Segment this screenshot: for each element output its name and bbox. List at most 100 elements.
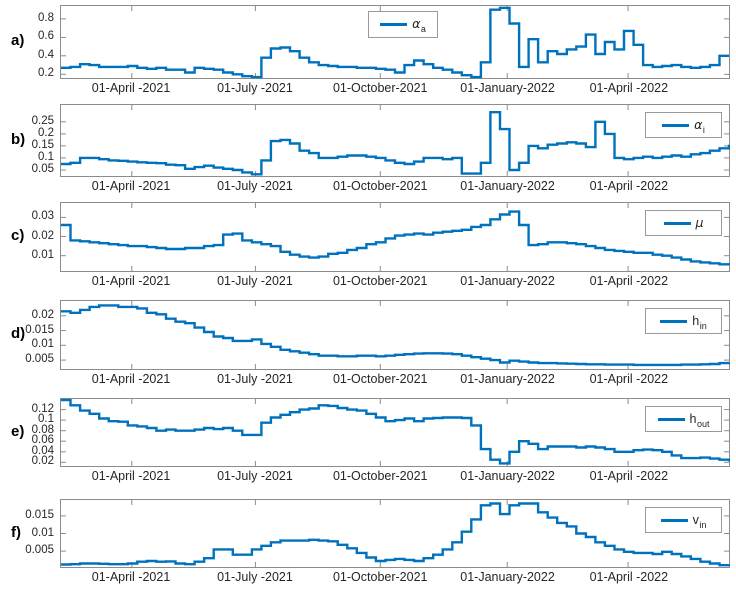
legend-label-main: α	[412, 16, 421, 31]
y-tick-label: 0.06	[31, 434, 54, 447]
legend-alpha_a: αa	[368, 11, 438, 38]
legend-label-main: α	[694, 116, 703, 132]
x-tick-label: 01-April -2021	[91, 81, 171, 95]
x-tick-label: 01-July -2021	[217, 469, 293, 483]
legend-label-subscript: in	[699, 320, 707, 331]
legend-label-main: h	[692, 313, 700, 328]
x-tick-label: 01-July -2021	[217, 81, 293, 95]
x-tick-label: 01-January-2022	[460, 469, 555, 483]
y-tick-label: 0.015	[25, 323, 54, 336]
x-tick-label: 01-April -2022	[589, 274, 669, 288]
x-tick-label: 01-April -2021	[91, 372, 171, 386]
legend-h_in: hin	[645, 308, 722, 334]
y-tick-label: 0.04	[31, 444, 54, 457]
x-tick-label: 01-January-2022	[460, 570, 555, 584]
x-tick-label: 01-April -2022	[589, 469, 669, 483]
legend-label-main: μ	[695, 215, 704, 230]
legend-line-sample	[660, 319, 688, 323]
x-tick-label: 01-April -2021	[91, 469, 171, 483]
y-tick-label: 0.1	[38, 413, 54, 426]
legend-label-subscript: out	[696, 418, 710, 429]
y-tick-label: 0.4	[38, 48, 54, 61]
series-line-h_out	[61, 398, 730, 465]
x-tick-label: 01-April -2021	[91, 274, 171, 288]
legend-line-sample	[657, 417, 685, 421]
legend-line-sample	[662, 123, 690, 127]
x-tick-label: 01-January-2022	[460, 81, 555, 95]
x-tick-label: 01-July -2021	[217, 372, 293, 386]
legend-label-subscript: in	[699, 519, 707, 530]
series-line-v_in	[61, 502, 730, 567]
y-tick-label: 0.005	[25, 353, 54, 366]
y-tick-label: 0.08	[31, 423, 54, 436]
y-tick-label: 0.01	[31, 248, 54, 261]
y-tick-label: 0.15	[31, 138, 54, 151]
y-tick-label: 0.2	[38, 67, 54, 80]
legend-label-main: h	[689, 411, 697, 426]
x-tick-label: 01-April -2022	[589, 570, 669, 584]
x-tick-label: 01-July -2021	[217, 570, 293, 584]
panel-letter: e)	[11, 422, 25, 440]
x-tick-label: 01-January-2022	[460, 274, 555, 288]
plot-area-h_out	[60, 398, 730, 467]
y-tick-label: 0.01	[31, 338, 54, 351]
x-tick-label: 01-October-2021	[332, 81, 428, 95]
legend-label: hout	[689, 411, 710, 429]
legend-label: μ	[695, 215, 704, 230]
legend-label-main: v	[692, 512, 699, 527]
plot-area-alpha_i	[60, 104, 730, 177]
x-tick-label: 01-April -2022	[589, 179, 669, 193]
y-tick-label: 0.12	[31, 402, 54, 415]
x-tick-label: 01-October-2021	[332, 179, 428, 193]
legend-label-subscript: i	[702, 124, 705, 135]
y-tick-label: 0.015	[25, 508, 54, 521]
legend-label: vin	[692, 512, 707, 530]
series-line-alpha_a	[61, 6, 729, 79]
legend-v_in: vin	[645, 507, 722, 533]
legend-h_out: hout	[645, 406, 722, 432]
legend-alpha_i: αi	[645, 112, 722, 138]
panel-letter: a)	[11, 32, 25, 49]
panel-letter: f)	[11, 523, 21, 541]
panel-letter: d)	[11, 325, 26, 342]
legend-label-subscript: a	[420, 24, 426, 34]
legend-line-sample	[663, 221, 691, 225]
x-tick-label: 01-July -2021	[217, 274, 293, 288]
y-tick-label: 0.05	[31, 162, 54, 175]
y-tick-label: 0.02	[31, 308, 54, 321]
plot-area-h_in	[60, 300, 730, 370]
y-tick-label: 0.25	[31, 114, 54, 127]
x-tick-label: 01-October-2021	[332, 372, 428, 386]
x-tick-label: 01-October-2021	[332, 274, 428, 288]
y-tick-label: 0.03	[31, 210, 54, 223]
y-tick-label: 0.1	[38, 150, 54, 163]
plot-area-alpha_a	[60, 5, 730, 79]
plot-area-mu	[60, 202, 730, 272]
series-line-alpha_i	[61, 111, 730, 176]
legend-mu: μ	[645, 210, 722, 236]
legend-label: hin	[692, 313, 707, 331]
x-tick-label: 01-January-2022	[460, 372, 555, 386]
legend-label: αa	[412, 16, 426, 34]
x-tick-label: 01-April -2021	[91, 179, 171, 193]
x-tick-label: 01-January-2022	[460, 179, 555, 193]
series-line-mu	[61, 210, 730, 266]
x-tick-label: 01-July -2021	[217, 179, 293, 193]
x-tick-label: 01-October-2021	[332, 570, 428, 584]
x-tick-label: 01-October-2021	[332, 469, 428, 483]
panel-letter: b)	[11, 130, 26, 148]
y-tick-label: 0.01	[31, 526, 54, 539]
y-tick-label: 0.8	[38, 11, 54, 24]
plot-area-v_in	[60, 499, 730, 568]
y-tick-label: 0.005	[25, 544, 54, 557]
y-tick-label: 0.02	[31, 229, 54, 242]
panel-letter: c)	[11, 227, 25, 244]
legend-label: αi	[694, 116, 705, 135]
legend-line-sample	[380, 23, 408, 26]
series-line-h_in	[61, 304, 730, 367]
x-tick-label: 01-April -2021	[91, 570, 171, 584]
y-tick-label: 0.2	[38, 126, 54, 139]
x-tick-label: 01-April -2022	[589, 81, 669, 95]
x-tick-label: 01-April -2022	[589, 372, 669, 386]
